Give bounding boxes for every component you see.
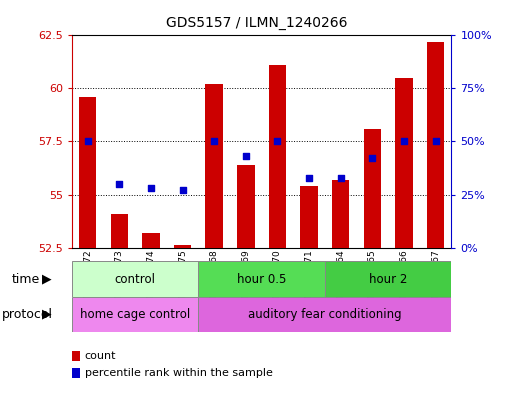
Bar (111, 214, 128, 248)
Bar (325, 261, 451, 297)
Bar (72, 261, 199, 297)
Text: protocol: protocol (2, 308, 52, 321)
Point (368, 155, 377, 162)
Text: time: time (11, 272, 40, 286)
Point (337, 174, 345, 181)
Text: ▶: ▶ (43, 308, 52, 321)
Text: GDS5157 / ILMN_1240266: GDS5157 / ILMN_1240266 (166, 16, 347, 30)
Point (115, 181, 124, 187)
Point (147, 185, 155, 191)
Bar (174, 246, 191, 248)
Text: hour 2: hour 2 (369, 272, 407, 286)
Text: home cage control: home cage control (80, 308, 190, 321)
Point (84, 138, 92, 145)
Point (431, 138, 440, 145)
Bar (332, 180, 349, 248)
Text: count: count (85, 351, 116, 361)
Text: control: control (114, 272, 155, 286)
Bar (427, 42, 444, 248)
Bar (72, 297, 199, 332)
Bar (199, 261, 325, 297)
Bar (396, 78, 412, 248)
Bar (199, 297, 451, 332)
Point (273, 138, 282, 145)
Bar (206, 84, 223, 248)
Bar (269, 65, 286, 248)
Text: auditory fear conditioning: auditory fear conditioning (248, 308, 402, 321)
Point (210, 138, 219, 145)
Point (305, 174, 313, 181)
Text: ▶: ▶ (43, 272, 52, 286)
Point (179, 187, 187, 193)
Point (242, 153, 250, 160)
Text: percentile rank within the sample: percentile rank within the sample (85, 368, 272, 378)
Point (400, 138, 408, 145)
Bar (364, 129, 381, 248)
Bar (142, 233, 160, 248)
Text: hour 0.5: hour 0.5 (237, 272, 286, 286)
Bar (301, 186, 318, 248)
Bar (79, 97, 96, 248)
Bar (237, 165, 254, 248)
